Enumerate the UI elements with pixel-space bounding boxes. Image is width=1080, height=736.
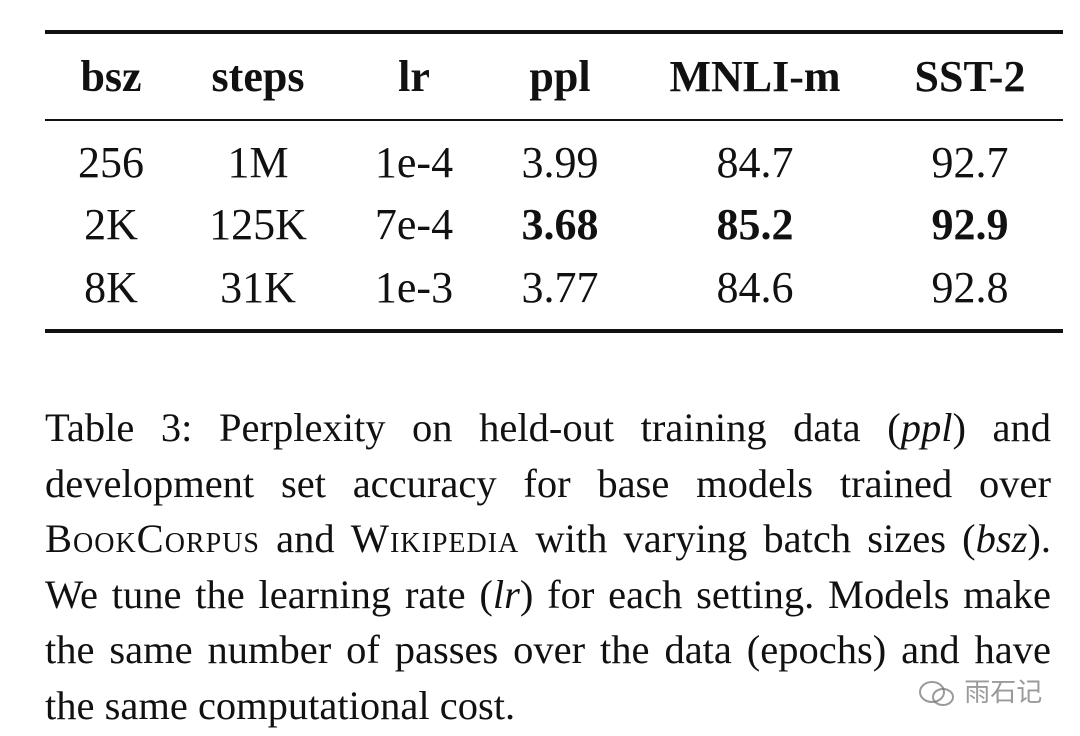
- header-cell: ppl: [529, 52, 591, 101]
- caption-text: ppl: [900, 405, 953, 450]
- table-cell: 31K: [220, 263, 296, 312]
- watermark-icon: [919, 680, 954, 706]
- caption-text: BookCorpus: [45, 516, 260, 561]
- table-cell: 1e-4: [374, 138, 454, 187]
- table-cell: 125K: [209, 200, 307, 249]
- caption-text: lr: [492, 571, 520, 617]
- table-cell: 3.99: [521, 138, 599, 187]
- caption-text: with varying batch sizes (: [519, 516, 976, 561]
- caption: Table 3: Perplexity on held-out training…: [45, 400, 1051, 733]
- bottom-rule: [45, 329, 1063, 333]
- table-cell: 92.9: [931, 200, 1009, 249]
- top-rule: [45, 30, 1063, 34]
- table-cell: 7e-4: [374, 200, 454, 249]
- table-cell: 8K: [84, 263, 138, 312]
- table-cell: 92.8: [931, 263, 1009, 312]
- caption-text: ). We tune the learning rate (: [45, 516, 1051, 617]
- table-cell: 3.77: [521, 263, 599, 312]
- mid-rule: [45, 119, 1063, 121]
- caption-text: bsz: [975, 516, 1028, 561]
- header-cell: MNLI-m: [669, 52, 841, 101]
- table-cell: 1M: [227, 138, 289, 187]
- table-cell: 85.2: [716, 200, 794, 249]
- watermark-text: 雨石记: [964, 678, 1043, 708]
- header-cell: lr: [398, 52, 430, 101]
- table-cell: 1e-3: [374, 263, 454, 312]
- table-cell: 2K: [84, 200, 138, 249]
- table-cell: 256: [78, 138, 144, 187]
- header-cell: steps: [211, 52, 305, 101]
- caption-text: and: [259, 516, 351, 561]
- table-cell: 3.68: [521, 200, 599, 249]
- caption-text: ) and development set accuracy for base …: [45, 405, 1051, 506]
- table-cell: 84.6: [716, 263, 794, 312]
- caption-text: Table 3: Perplexity on held-out training…: [45, 405, 901, 450]
- table-cell: 92.7: [931, 138, 1009, 187]
- header-cell: SST-2: [914, 52, 1026, 101]
- table-cell: 84.7: [716, 138, 794, 187]
- watermark: 雨石记: [918, 672, 1042, 709]
- caption-text: ) for each setting. Models make the same…: [45, 571, 1051, 728]
- header-cell: bsz: [80, 52, 142, 101]
- caption-text: Wikipedia: [350, 516, 520, 561]
